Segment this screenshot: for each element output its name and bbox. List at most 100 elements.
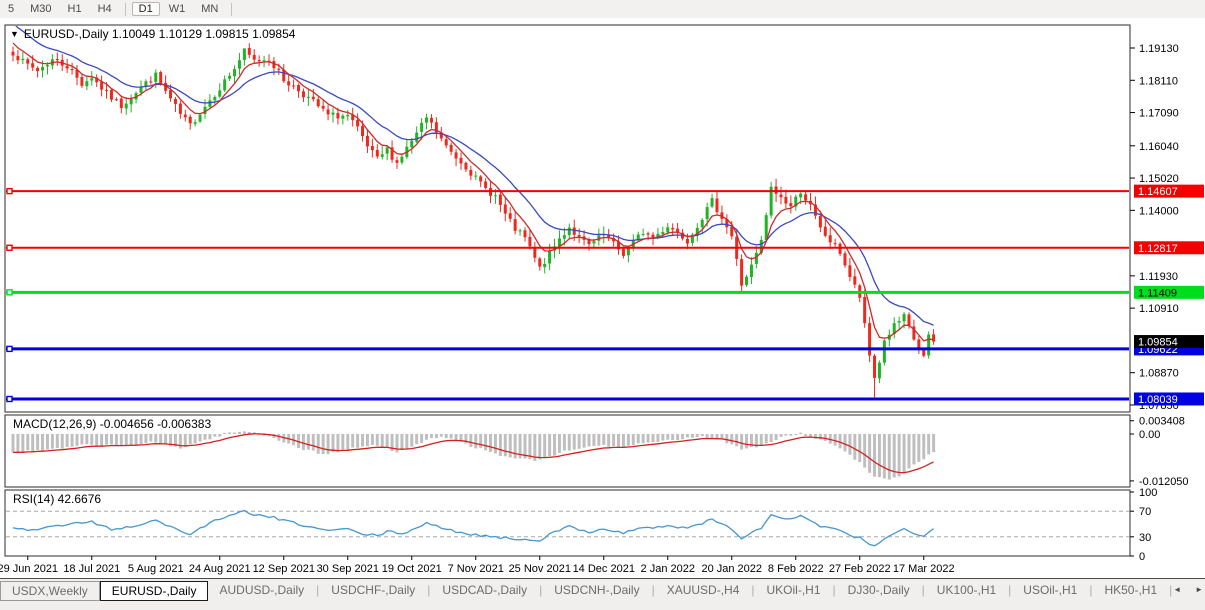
candle-body [523, 230, 527, 238]
candle-body [749, 264, 753, 278]
tab-usdx-weekly[interactable]: USDX,Weekly [0, 581, 100, 601]
candle-body [311, 96, 315, 100]
macd-bar [567, 434, 571, 451]
chart-tabbar: USDX,Weekly EURUSD-,Daily AUDUSD-,Daily | US… [0, 578, 1205, 610]
candle-body [410, 141, 414, 148]
candle-body [434, 122, 438, 133]
macd-bar [804, 434, 808, 436]
candle-body [21, 58, 25, 61]
price-axis[interactable]: 1.19130 1.18110 1.17090 1.16040 1.15020 1.140… [1130, 43, 1204, 563]
timeframe-button-w1[interactable]: W1 [168, 3, 186, 15]
macd-bar [917, 434, 921, 462]
price-pane[interactable] [4, 24, 1131, 413]
macd-bar [233, 432, 237, 434]
macd-bar [863, 434, 867, 468]
macd-bar [316, 434, 320, 454]
date-axis[interactable]: 29 Jun 2021 18 Jul 2021 5 Aug 2021 24 Aug 2… [0, 556, 955, 575]
tabs-scroll-left-icon[interactable]: ◄ [1173, 585, 1182, 594]
tab-audusd-daily[interactable]: AUDUSD-,Daily [219, 583, 305, 597]
macd-bar [331, 434, 335, 452]
macd-bar [429, 434, 433, 439]
candle-body [105, 89, 109, 91]
macd-bar [513, 434, 517, 459]
tab-usdcad-daily[interactable]: USDCAD-,Daily [442, 583, 528, 597]
tab-xauusd-h4[interactable]: XAUUSD-,H4 [666, 583, 740, 597]
candle-body [321, 105, 325, 109]
candle-body [804, 194, 808, 201]
candle-body [868, 323, 872, 356]
tab-usoil-h1[interactable]: USOil-,H1 [1023, 583, 1078, 597]
tab-uk100-h1[interactable]: UK100-,H1 [936, 583, 997, 597]
date-label: 29 Jun 2021 [0, 563, 58, 575]
macd-bar [690, 434, 694, 438]
price-badge-label: 1.14607 [1138, 186, 1178, 198]
candle-body [567, 227, 571, 236]
price-tick-label: 1.10910 [1139, 303, 1179, 315]
rsi-pane[interactable] [4, 489, 1131, 557]
price-tick-label: 1.19130 [1139, 43, 1179, 55]
hline-anchor[interactable] [6, 187, 13, 195]
candle-body [262, 60, 266, 62]
timeframe-button-5[interactable]: 5 [8, 3, 15, 15]
macd-bar [553, 434, 557, 456]
timeframe-button-d1[interactable]: D1 [131, 2, 160, 16]
candle-body [65, 65, 69, 69]
candle-body [503, 204, 507, 214]
macd-bar [646, 434, 650, 443]
candle-body [518, 230, 522, 232]
tab-usdcnh-daily[interactable]: USDCNH-,Daily [554, 583, 640, 597]
macd-bar [873, 434, 877, 477]
candle-body [70, 69, 74, 71]
macd-bar [203, 434, 207, 440]
macd-bar [538, 434, 542, 460]
date-label: 2 Jan 2022 [641, 563, 695, 575]
timeframe-button-m30[interactable]: M30 [30, 3, 52, 15]
macd-bar [749, 434, 753, 448]
hline-anchor[interactable] [6, 395, 13, 403]
hline-anchor[interactable] [6, 345, 13, 353]
candle-body [597, 235, 601, 241]
hline-anchor[interactable] [6, 244, 13, 251]
macd-bar [361, 434, 365, 447]
macd-bar [31, 434, 35, 452]
chart-canvas[interactable]: 1.19130 1.18110 1.17090 1.16040 1.15020 1.140… [0, 18, 1205, 578]
candle-body [400, 156, 404, 163]
symbol-dropdown-icon[interactable]: ▼ [10, 29, 19, 39]
tab-ukoil-h1[interactable]: UKOil-,H1 [766, 583, 821, 597]
macd-bar [134, 434, 138, 445]
tab-hk50-h1[interactable]: HK50-,H1 [1104, 583, 1158, 597]
tabs-scroll-right-icon[interactable]: ► [1195, 585, 1204, 594]
macd-bar [228, 432, 232, 434]
macd-bar [341, 434, 345, 450]
macd-bar [498, 434, 502, 456]
macd-bar [454, 434, 458, 442]
candle-body [193, 122, 197, 124]
tab-eurusd-daily[interactable]: EURUSD-,Daily [99, 581, 209, 601]
candle-body [907, 314, 911, 327]
timeframe-button-h4[interactable]: H4 [97, 3, 112, 15]
candle-body [316, 99, 320, 107]
candle-body [198, 114, 202, 122]
candle-body [843, 253, 847, 266]
timeframe-button-h1[interactable]: H1 [67, 3, 82, 15]
candle-body [45, 65, 49, 67]
candle-body [31, 63, 35, 68]
candle-body [149, 81, 153, 83]
tab-usdchf-daily[interactable]: USDCHF-,Daily [331, 583, 416, 597]
candle-body [641, 234, 645, 236]
timeframe-button-mn[interactable]: MN [201, 3, 219, 15]
macd-bar [484, 434, 488, 451]
hline-anchor[interactable] [6, 289, 13, 296]
candle-body [607, 234, 611, 239]
price-badge-label: 1.12817 [1138, 243, 1178, 255]
candle-body [395, 160, 399, 163]
candle-body [700, 219, 704, 228]
candle-body [242, 48, 246, 60]
candle-body [577, 235, 581, 237]
macd-bar [277, 434, 281, 441]
macd-bar [301, 434, 305, 450]
macd-pane[interactable] [4, 414, 1131, 488]
tab-dj30-daily[interactable]: DJ30-,Daily [847, 583, 910, 597]
candle-body [26, 59, 30, 64]
macd-bar [907, 434, 911, 469]
